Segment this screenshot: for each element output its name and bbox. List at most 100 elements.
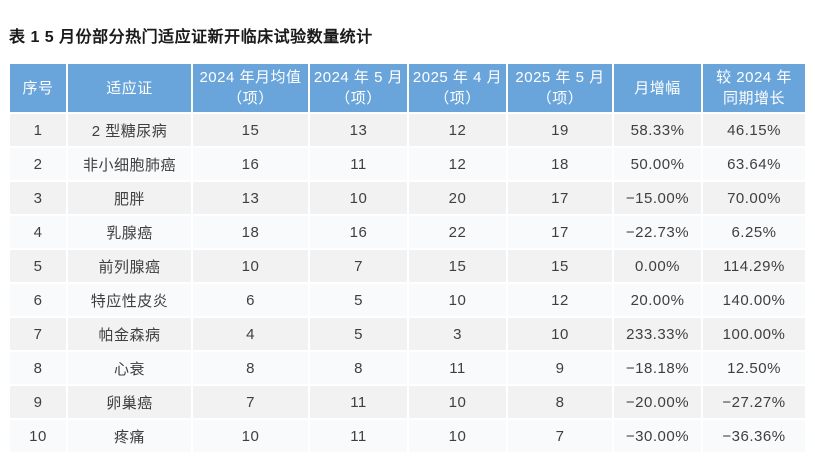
table-cell: 22 xyxy=(409,216,506,248)
table-cell: 卵巢癌 xyxy=(68,386,191,418)
table-cell: 疼痛 xyxy=(68,420,191,452)
table-cell: 19 xyxy=(508,114,612,146)
table-cell: 7 xyxy=(310,250,407,282)
table-cell: −36.36% xyxy=(703,420,805,452)
table-cell: 20 xyxy=(409,182,506,214)
table-cell: 12.50% xyxy=(703,352,805,384)
table-cell: 140.00% xyxy=(703,284,805,316)
table-row: 5 前列腺癌 10 7 15 15 0.00% 114.29% xyxy=(10,250,805,282)
header-cell-index: 序号 xyxy=(10,64,66,112)
table-cell: 6.25% xyxy=(703,216,805,248)
table-cell: 10 xyxy=(409,420,506,452)
table-cell: 心衰 xyxy=(68,352,191,384)
table-cell: 10 xyxy=(409,284,506,316)
table-cell: 16 xyxy=(310,216,407,248)
table-caption: 表 1 5 月份部分热门适应证新开临床试验数量统计 xyxy=(9,29,373,46)
table-cell: −20.00% xyxy=(614,386,701,418)
table-cell: −22.73% xyxy=(614,216,701,248)
table-cell: 2 型糖尿病 xyxy=(68,114,191,146)
table-cell: 9 xyxy=(508,352,612,384)
table-cell: 12 xyxy=(409,114,506,146)
table-cell: −15.00% xyxy=(614,182,701,214)
table-cell: 1 xyxy=(10,114,66,146)
table-cell: 6 xyxy=(10,284,66,316)
table-cell: 233.33% xyxy=(614,318,701,350)
table-header: 序号 适应证 2024 年月均值 （项） 2024 年 5 月 （项） 2025… xyxy=(10,64,805,112)
table-cell: 12 xyxy=(508,284,612,316)
table-cell: 0.00% xyxy=(614,250,701,282)
table-cell: 8 xyxy=(193,352,308,384)
header-cell-2025-may: 2025 年 5 月 （项） xyxy=(508,64,612,112)
table-cell: 11 xyxy=(409,352,506,384)
table-cell: 12 xyxy=(409,148,506,180)
table-cell: −27.27% xyxy=(703,386,805,418)
table-cell: 15 xyxy=(409,250,506,282)
table-cell: 8 xyxy=(508,386,612,418)
table-cell: 10 xyxy=(409,386,506,418)
table-header-row: 序号 适应证 2024 年月均值 （项） 2024 年 5 月 （项） 2025… xyxy=(10,64,805,112)
table-cell: 7 xyxy=(508,420,612,452)
table-cell: 100.00% xyxy=(703,318,805,350)
table-cell: 肥胖 xyxy=(68,182,191,214)
table-row: 6 特应性皮炎 6 5 10 12 20.00% 140.00% xyxy=(10,284,805,316)
table-cell: 70.00% xyxy=(703,182,805,214)
table-cell: 10 xyxy=(193,250,308,282)
table-cell: 10 xyxy=(193,420,308,452)
header-cell-2025-apr: 2025 年 4 月 （项） xyxy=(409,64,506,112)
table-cell: −18.18% xyxy=(614,352,701,384)
table-cell: −30.00% xyxy=(614,420,701,452)
table-cell: 8 xyxy=(310,352,407,384)
table-cell: 10 xyxy=(10,420,66,452)
table-cell: 15 xyxy=(193,114,308,146)
table-cell: 20.00% xyxy=(614,284,701,316)
table-row: 2 非小细胞肺癌 16 11 12 18 50.00% 63.64% xyxy=(10,148,805,180)
table-cell: 3 xyxy=(10,182,66,214)
table-row: 3 肥胖 13 10 20 17 −15.00% 70.00% xyxy=(10,182,805,214)
table-cell: 17 xyxy=(508,182,612,214)
table-cell: 特应性皮炎 xyxy=(68,284,191,316)
table-cell: 63.64% xyxy=(703,148,805,180)
table-row: 8 心衰 8 8 11 9 −18.18% 12.50% xyxy=(10,352,805,384)
table-cell: 帕金森病 xyxy=(68,318,191,350)
table-cell: 13 xyxy=(310,114,407,146)
table-cell: 11 xyxy=(310,148,407,180)
table-cell: 17 xyxy=(508,216,612,248)
table-cell: 15 xyxy=(508,250,612,282)
table-cell: 乳腺癌 xyxy=(68,216,191,248)
table-cell: 18 xyxy=(508,148,612,180)
header-cell-2024-may: 2024 年 5 月 （项） xyxy=(310,64,407,112)
table-cell: 13 xyxy=(193,182,308,214)
table-cell: 7 xyxy=(10,318,66,350)
table-cell: 10 xyxy=(310,182,407,214)
header-cell-indication: 适应证 xyxy=(68,64,191,112)
table-cell: 前列腺癌 xyxy=(68,250,191,282)
table-cell: 50.00% xyxy=(614,148,701,180)
table-cell: 5 xyxy=(10,250,66,282)
table-cell: 58.33% xyxy=(614,114,701,146)
table-cell: 8 xyxy=(10,352,66,384)
table-row: 10 疼痛 10 11 10 7 −30.00% −36.36% xyxy=(10,420,805,452)
table-cell: 4 xyxy=(10,216,66,248)
table-cell: 16 xyxy=(193,148,308,180)
table-cell: 10 xyxy=(508,318,612,350)
table-cell: 114.29% xyxy=(703,250,805,282)
table-cell: 7 xyxy=(193,386,308,418)
table-cell: 11 xyxy=(310,420,407,452)
table-cell: 非小细胞肺癌 xyxy=(68,148,191,180)
table-cell: 46.15% xyxy=(703,114,805,146)
table-cell: 5 xyxy=(310,284,407,316)
page: 表 1 5 月份部分热门适应证新开临床试验数量统计 序号 适应证 2024 年月… xyxy=(0,28,815,454)
table-cell: 2 xyxy=(10,148,66,180)
table-cell: 3 xyxy=(409,318,506,350)
table-cell: 18 xyxy=(193,216,308,248)
table-row: 7 帕金森病 4 5 3 10 233.33% 100.00% xyxy=(10,318,805,350)
header-cell-2024-monthly-avg: 2024 年月均值 （项） xyxy=(193,64,308,112)
clinical-trials-table: 序号 适应证 2024 年月均值 （项） 2024 年 5 月 （项） 2025… xyxy=(8,62,807,454)
table-cell: 9 xyxy=(10,386,66,418)
header-cell-yoy-growth: 较 2024 年 同期增长 xyxy=(703,64,805,112)
table-cell: 6 xyxy=(193,284,308,316)
table-row: 9 卵巢癌 7 11 10 8 −20.00% −27.27% xyxy=(10,386,805,418)
table-cell: 5 xyxy=(310,318,407,350)
